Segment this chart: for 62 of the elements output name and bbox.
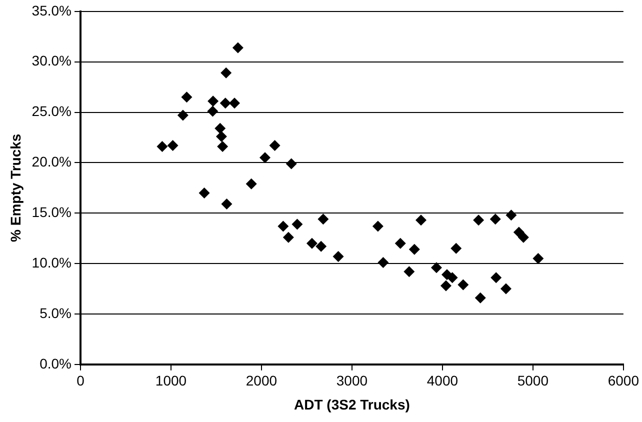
point bbox=[458, 279, 469, 290]
point bbox=[332, 250, 344, 262]
point bbox=[167, 140, 178, 152]
x-axis-title: ADT (3S2 Trucks) bbox=[294, 396, 410, 412]
point bbox=[216, 130, 227, 142]
point bbox=[278, 220, 289, 232]
point bbox=[446, 272, 458, 284]
point bbox=[286, 158, 297, 170]
point bbox=[372, 220, 384, 232]
point bbox=[220, 67, 232, 78]
x-tick-label: 0 bbox=[76, 372, 85, 389]
point bbox=[260, 152, 271, 164]
point bbox=[246, 178, 257, 190]
point bbox=[506, 210, 517, 221]
y-tick-label: 20.0% bbox=[32, 154, 72, 170]
point bbox=[306, 238, 318, 249]
y-tick-label: 15.0% bbox=[32, 204, 72, 220]
y-tick-label: 30.0% bbox=[32, 52, 72, 69]
point bbox=[217, 141, 228, 152]
point bbox=[198, 187, 210, 198]
point bbox=[181, 92, 192, 103]
point bbox=[214, 122, 226, 134]
point bbox=[316, 240, 327, 252]
point bbox=[318, 214, 329, 225]
point bbox=[473, 214, 484, 226]
point bbox=[177, 110, 188, 121]
point bbox=[408, 244, 420, 255]
point bbox=[229, 98, 240, 109]
point bbox=[440, 280, 452, 292]
x-tick-label: 3000 bbox=[336, 372, 368, 389]
point bbox=[207, 106, 218, 117]
x-tick-label: 4000 bbox=[426, 372, 458, 389]
point bbox=[416, 214, 427, 226]
x-tick-label: 1000 bbox=[155, 372, 187, 389]
x-tick-label: 2000 bbox=[246, 372, 278, 389]
point bbox=[404, 266, 415, 278]
point bbox=[156, 141, 168, 152]
point bbox=[532, 253, 544, 264]
point bbox=[394, 238, 406, 249]
point bbox=[474, 292, 486, 304]
point bbox=[490, 272, 502, 284]
y-axis-title: % Empty Trucks bbox=[7, 134, 24, 242]
point bbox=[518, 232, 529, 243]
point bbox=[430, 262, 442, 274]
x-tick-label: 5000 bbox=[517, 372, 549, 389]
point bbox=[269, 140, 280, 152]
y-tick-label: 35.0% bbox=[32, 2, 72, 18]
point bbox=[490, 214, 501, 225]
point bbox=[208, 96, 219, 107]
point bbox=[378, 257, 389, 268]
y-tick-label: 10.0% bbox=[32, 254, 72, 270]
point bbox=[221, 198, 232, 210]
point bbox=[282, 232, 294, 243]
y-tick-label: 25.0% bbox=[32, 103, 72, 120]
y-tick-label: 0.0% bbox=[40, 355, 72, 372]
point bbox=[232, 42, 244, 54]
x-tick-label: 6000 bbox=[608, 372, 640, 389]
point bbox=[500, 283, 512, 294]
point bbox=[292, 218, 303, 230]
point bbox=[220, 98, 231, 109]
point bbox=[450, 242, 462, 254]
y-tick-label: 5.0% bbox=[40, 304, 72, 321]
